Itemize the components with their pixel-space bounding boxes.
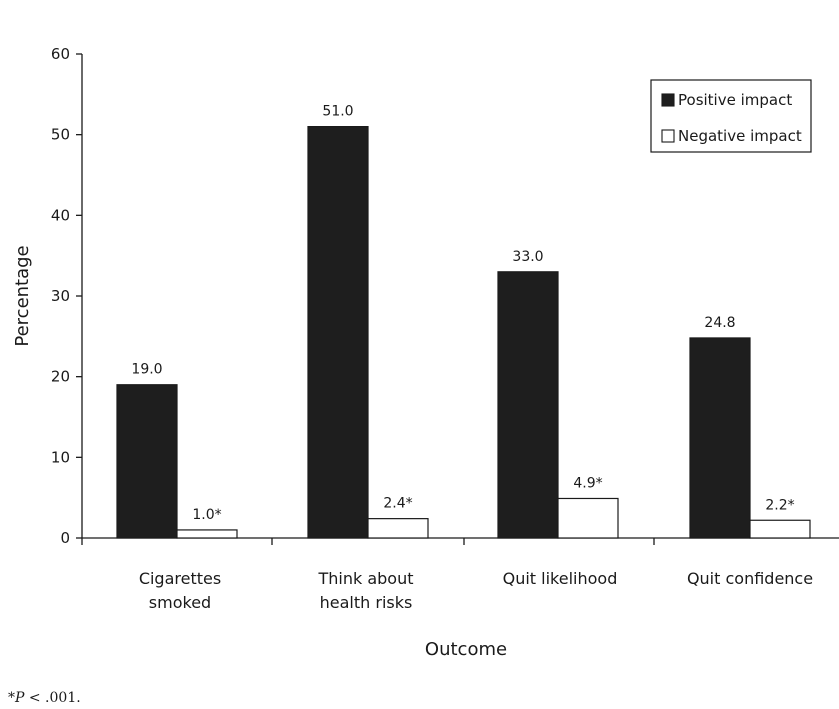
bar-positive-impact <box>689 337 751 539</box>
legend-box <box>650 79 812 153</box>
bar-positive-impact <box>116 384 178 539</box>
x-axis-title: Outcome <box>425 639 507 660</box>
y-tick-label: 60 <box>51 45 70 63</box>
x-tick-label: Think about <box>317 569 413 588</box>
bar-positive-impact <box>307 125 369 539</box>
data-label: 33.0 <box>512 249 543 265</box>
legend-label: Positive impact <box>678 91 792 109</box>
bar-negative-impact <box>557 497 619 539</box>
footnote-prefix: * <box>8 690 15 706</box>
bar-positive-impact <box>497 271 559 539</box>
y-tick-label: 50 <box>51 126 70 144</box>
chart-legend: Positive impact Negative impact <box>650 79 812 153</box>
x-tick-label: Cigarettes <box>139 569 221 588</box>
data-label: 1.0* <box>192 507 221 523</box>
x-tick-label: health risks <box>320 593 413 612</box>
x-tick-label: Quit likelihood <box>503 569 618 588</box>
y-tick-label: 0 <box>60 529 70 547</box>
data-label: 19.0 <box>131 362 162 378</box>
footnote: *P < .001. <box>8 690 81 706</box>
y-axis-title: Percentage <box>12 245 33 346</box>
data-label: 24.8 <box>704 315 735 331</box>
bar-negative-impact <box>176 529 238 539</box>
y-tick-label: 10 <box>51 448 70 466</box>
data-label: 4.9* <box>573 475 602 491</box>
data-label: 2.4* <box>383 496 412 512</box>
data-label: 51.0 <box>322 104 353 120</box>
y-tick-label: 40 <box>51 206 70 224</box>
chart-labels: 19.0 51.0 33.0 24.8 1.0* 2.4* 4.9* 2.2* Cigarett… <box>12 104 813 660</box>
chart-bars <box>116 125 811 539</box>
legend-swatch-negative <box>661 129 675 143</box>
legend-label: Negative impact <box>678 127 802 145</box>
footnote-p-variable: P <box>15 690 25 706</box>
bar-negative-impact <box>749 519 811 539</box>
y-tick-label: 30 <box>51 287 70 305</box>
bar-negative-impact <box>367 518 429 539</box>
data-label: 2.2* <box>765 497 794 513</box>
legend-swatch-positive <box>661 93 675 107</box>
y-tick-label: 20 <box>51 368 70 386</box>
x-tick-label: Quit confidence <box>687 569 813 588</box>
x-tick-label: smoked <box>149 593 211 612</box>
footnote-rest: < .001. <box>24 690 81 706</box>
